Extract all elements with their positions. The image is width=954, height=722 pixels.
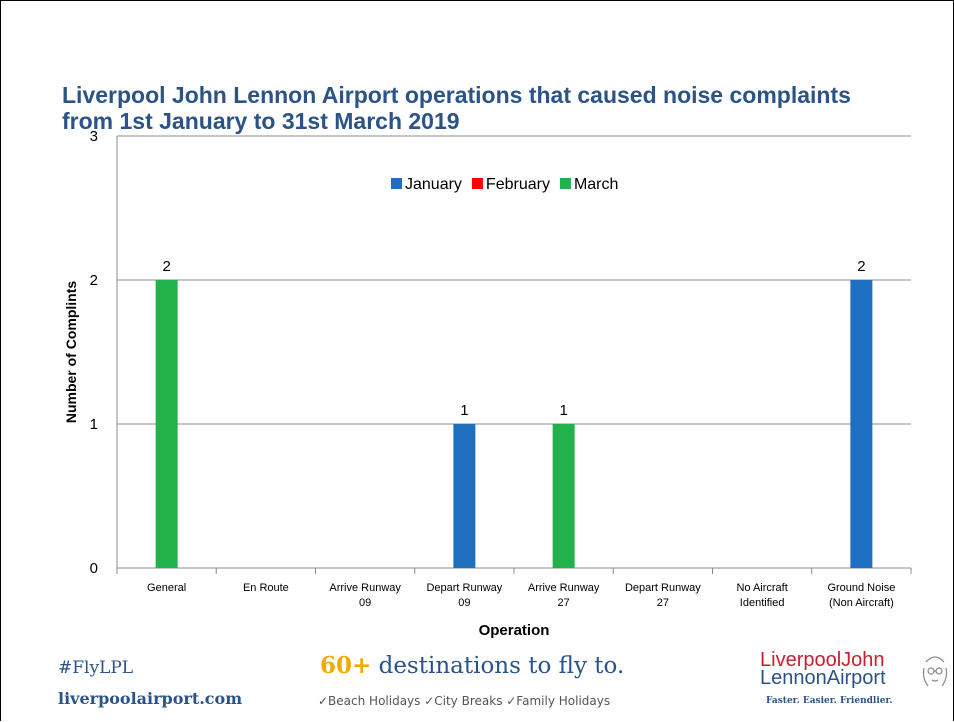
x-tick-label: (Non Aircraft) bbox=[829, 597, 894, 609]
logo-line-1: LiverpoolJohn bbox=[760, 649, 885, 671]
chart-title: Liverpool John Lennon Airport operations… bbox=[62, 82, 851, 134]
x-tick-label: 09 bbox=[359, 597, 371, 609]
data-label: 1 bbox=[460, 402, 468, 419]
legend-label-february: February bbox=[486, 176, 550, 193]
logo-tagline: Faster. Easier. Friendlier. bbox=[766, 696, 893, 706]
lennon-face-icon bbox=[922, 656, 948, 687]
data-label: 2 bbox=[857, 258, 865, 275]
data-label: 1 bbox=[559, 402, 567, 419]
logo-line-2: LennonAirport bbox=[760, 667, 886, 689]
promo-text: destinations to fly to. bbox=[371, 653, 625, 679]
y-tick-label: 0 bbox=[90, 560, 98, 577]
x-axis-label: Operation bbox=[479, 622, 550, 639]
x-tick-labels: General En Route Arrive Runway 09 Depart Run… bbox=[147, 582, 895, 609]
legend-label-january: January bbox=[405, 176, 462, 193]
legend-swatch-january bbox=[391, 178, 402, 189]
grid-lines bbox=[117, 135, 911, 425]
airport-logo: LiverpoolJohn LennonAirport Faster. Easi… bbox=[760, 650, 950, 710]
data-label: 2 bbox=[162, 258, 170, 275]
x-tick-label: Arrive Runway bbox=[329, 582, 401, 594]
data-labels: 2 1 1 2 bbox=[162, 258, 865, 419]
bar-chart: 0 1 2 3 2 1 1 2 General En Route Arrive Runway 09… bbox=[63, 128, 912, 639]
promo-features: ✓Beach Holidays ✓City Breaks ✓Family Hol… bbox=[318, 694, 611, 708]
x-tick-label: Arrive Runway bbox=[528, 582, 600, 594]
legend: January February March bbox=[391, 176, 618, 193]
x-tick-label: No Aircraft bbox=[736, 582, 787, 594]
x-tick-label: General bbox=[147, 582, 186, 594]
bars bbox=[155, 280, 873, 568]
x-tick-label: 27 bbox=[558, 597, 570, 609]
website-link[interactable]: liverpoolairport.com bbox=[58, 689, 243, 708]
x-tick-label: Ground Noise bbox=[827, 582, 895, 594]
bar-march bbox=[552, 424, 575, 568]
y-tick-labels: 0 1 2 3 bbox=[90, 128, 98, 577]
x-tick-label: 27 bbox=[657, 597, 669, 609]
legend-label-march: March bbox=[574, 176, 618, 193]
y-axis-label: Number of Complints bbox=[63, 281, 79, 424]
x-tick-label: Depart Runway bbox=[625, 582, 701, 594]
x-tick-label: 09 bbox=[458, 597, 470, 609]
legend-swatch-february bbox=[471, 178, 483, 189]
bar-march bbox=[155, 280, 178, 568]
bar-january bbox=[453, 424, 476, 568]
y-tick-label: 1 bbox=[90, 416, 98, 433]
bar-january bbox=[850, 280, 873, 568]
hashtag: #FlyLPL bbox=[58, 658, 134, 678]
x-tick-label: Depart Runway bbox=[426, 582, 502, 594]
x-tick-label: Identified bbox=[740, 597, 785, 609]
y-tick-label: 2 bbox=[90, 272, 98, 289]
promo-number: 60+ bbox=[320, 652, 372, 679]
legend-swatch-march bbox=[559, 178, 571, 189]
promo-headline: 60+ destinations to fly to. bbox=[320, 652, 660, 679]
axes bbox=[116, 136, 912, 574]
y-tick-label: 3 bbox=[90, 128, 98, 145]
x-tick-label: En Route bbox=[243, 582, 289, 594]
